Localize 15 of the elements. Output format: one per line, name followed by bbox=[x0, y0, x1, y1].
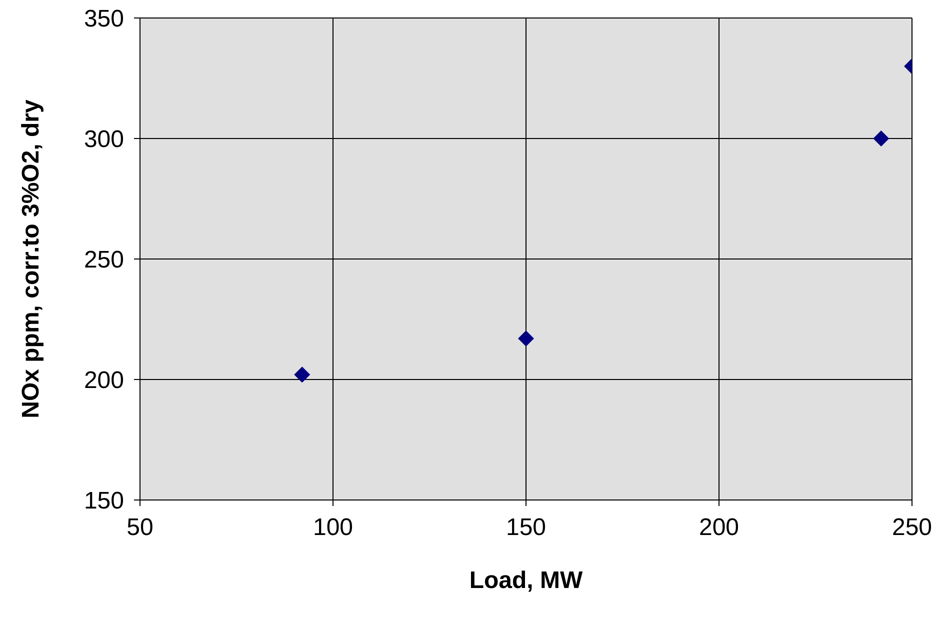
point bbox=[873, 130, 890, 146]
y-tick-label: 300 bbox=[84, 126, 124, 154]
y-axis-title: NOx ppm, corr.to 3%O2, dry bbox=[17, 98, 44, 418]
x-tick-label: 150 bbox=[506, 514, 546, 542]
point bbox=[518, 330, 534, 347]
y-tick-label: 150 bbox=[84, 488, 124, 515]
x-tick-label: 100 bbox=[312, 514, 354, 542]
x-tick-label: 200 bbox=[698, 514, 740, 542]
x-tick-label: 250 bbox=[892, 514, 932, 542]
y-tick-label: 200 bbox=[84, 367, 124, 394]
x-axis-title: Load, MW bbox=[469, 567, 583, 594]
point bbox=[294, 366, 310, 383]
x-tick-label: 50 bbox=[126, 514, 154, 542]
y-tick-label: 350 bbox=[84, 6, 124, 33]
y-tick-label: 250 bbox=[84, 246, 124, 274]
